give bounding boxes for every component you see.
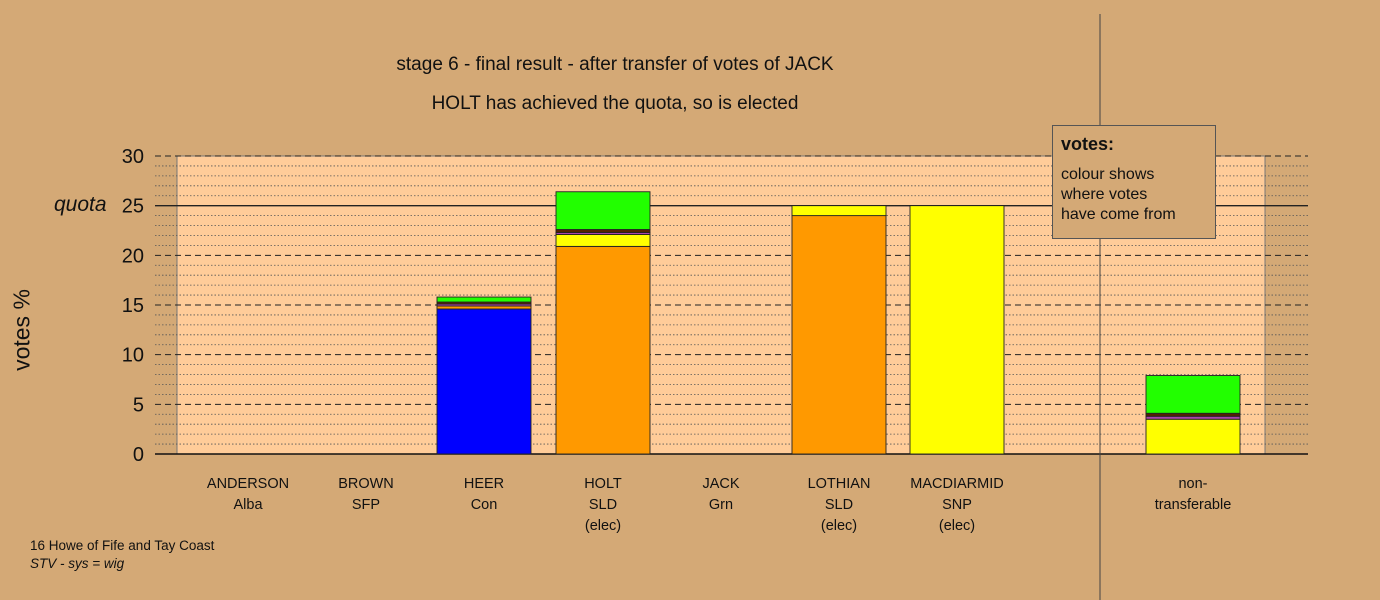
- y-tick-label: 20: [122, 245, 144, 267]
- bar-segment: [909, 205, 1005, 455]
- constituency-name: 16 Howe of Fife and Tay Coast: [30, 538, 215, 553]
- quota-label: quota: [54, 193, 107, 216]
- category-label: JACK Grn: [661, 474, 781, 516]
- bar-segment: [555, 191, 651, 230]
- category-note: (elec): [938, 518, 976, 534]
- category-label: HOLT SLD (elec): [543, 474, 663, 537]
- category-name: non-: [1178, 476, 1208, 492]
- y-tick-label: 10: [122, 345, 144, 367]
- legend-line: colour shows: [1061, 166, 1155, 183]
- y-tick-label: 25: [122, 196, 144, 218]
- chart-subtitle: HOLT has achieved the quota, so is elect…: [431, 93, 799, 114]
- legend-line: have come from: [1061, 206, 1176, 223]
- bar-segment: [555, 234, 651, 247]
- category-name: LOTHIAN: [807, 476, 871, 492]
- category-note: (elec): [820, 518, 858, 534]
- category-name: MACDIARMID: [910, 476, 1004, 492]
- bar-segment: [436, 308, 532, 455]
- category-name: HOLT: [584, 476, 622, 492]
- bar-segment: [1145, 418, 1241, 455]
- y-tick-label: 5: [133, 394, 144, 416]
- category-party: SLD: [588, 497, 618, 513]
- legend-title: votes:: [1061, 134, 1115, 154]
- bar-segment: [791, 215, 887, 455]
- category-party: SFP: [351, 497, 381, 513]
- category-label: BROWN SFP: [306, 474, 426, 516]
- y-tick-label: 0: [133, 444, 144, 466]
- legend: votes: colour shows where votes have com…: [1052, 125, 1216, 239]
- y-axis-label: votes %: [8, 289, 35, 371]
- bar-segment: [436, 296, 532, 303]
- chart-title: stage 6 - final result - after transfer …: [396, 54, 834, 75]
- bar-segment: [555, 245, 651, 455]
- category-label: HEER Con: [424, 474, 544, 516]
- category-party: Con: [470, 497, 498, 513]
- footer: 16 Howe of Fife and Tay Coast STV - sys …: [30, 537, 214, 573]
- category-note: (elec): [584, 518, 622, 534]
- category-party: SNP: [942, 497, 972, 513]
- category-party: Grn: [708, 497, 734, 513]
- legend-line: where votes: [1061, 186, 1148, 203]
- legend-body: colour shows where votes have come from: [1061, 165, 1207, 225]
- category-label: non-transferable: [1133, 474, 1253, 516]
- y-tick-label: 30: [122, 146, 144, 168]
- category-name: BROWN: [338, 476, 394, 492]
- y-tick-label: 15: [122, 295, 144, 317]
- category-name: ANDERSON: [206, 476, 290, 492]
- voting-system: STV - sys = wig: [30, 556, 125, 571]
- category-label: ANDERSON Alba: [188, 474, 308, 516]
- bar-segment: [1145, 375, 1241, 414]
- category-label: MACDIARMID SNP (elec): [897, 474, 1017, 537]
- category-party: SLD: [824, 497, 854, 513]
- bar-segment: [791, 205, 887, 217]
- category-name: HEER: [463, 476, 505, 492]
- category-label: LOTHIAN SLD (elec): [779, 474, 899, 537]
- category-name: JACK: [702, 476, 740, 492]
- category-party: Alba: [233, 497, 263, 513]
- category-party: transferable: [1154, 497, 1232, 513]
